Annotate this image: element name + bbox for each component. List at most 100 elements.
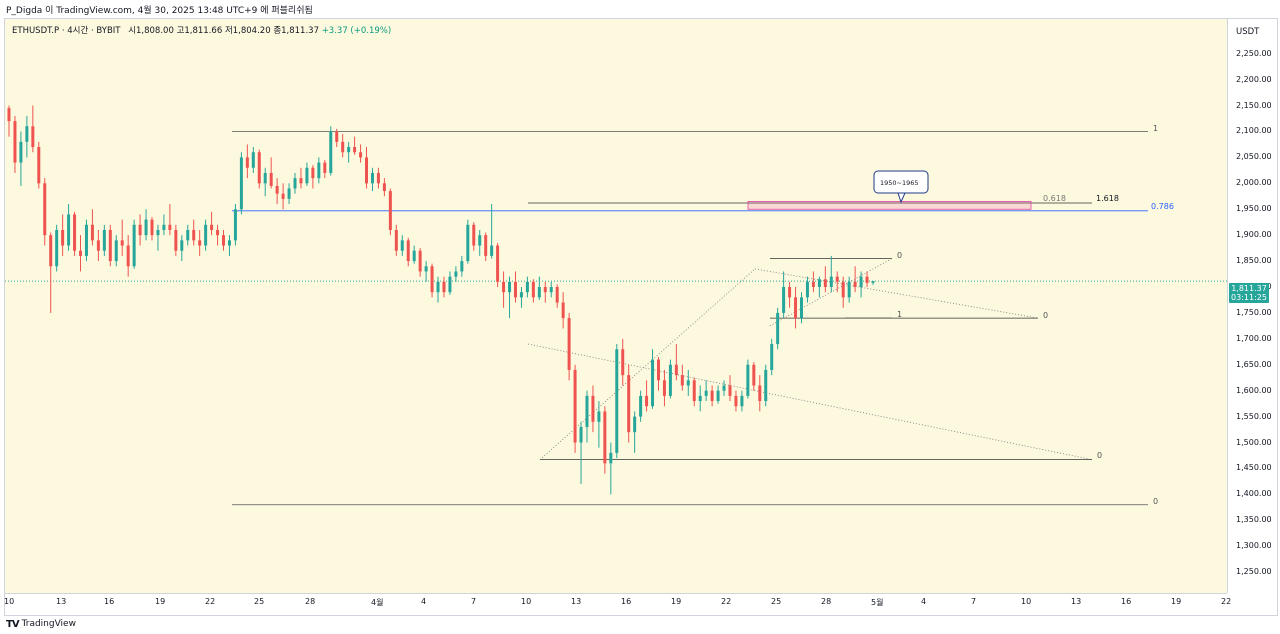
candle-body [823, 279, 827, 287]
candle-body [656, 359, 660, 381]
symbol-legend: ETHUSDT.P · 4시간 · BYBIT 시1,808.00 고1,811… [12, 24, 395, 36]
candle-body [126, 245, 130, 267]
candle-body [549, 287, 553, 293]
candle-body [79, 250, 83, 256]
candle-body [853, 281, 857, 287]
candle-body [728, 385, 732, 396]
candle-body [382, 183, 386, 192]
candle-body [388, 191, 392, 230]
candle-body [865, 276, 869, 283]
candle-body [55, 229, 59, 267]
price-tick: 1,350.00 [1236, 515, 1272, 525]
price-tick: 1,400.00 [1236, 489, 1272, 499]
candle-body [132, 224, 136, 267]
candle-body [573, 369, 577, 443]
candle-body [222, 235, 226, 246]
price-scale[interactable] [1227, 19, 1277, 593]
candle-body [740, 395, 744, 407]
candle-body [359, 152, 363, 158]
candle-body [472, 224, 476, 246]
time-tick: 13 [571, 597, 582, 606]
candle-body [281, 193, 285, 199]
candlestick-chart[interactable]: 1950~1965 1 0.618 1.618 0.786 0 1 0 0 0 [5, 19, 1227, 593]
candle-body [233, 209, 237, 241]
candle-body [674, 364, 678, 376]
price-tick: 1,850.00 [1236, 256, 1272, 266]
candle-body [406, 240, 410, 262]
currency-unit-label[interactable]: USDT [1236, 27, 1260, 37]
candle-body [323, 162, 327, 173]
candle-body [227, 240, 231, 246]
ohlc-close: 종1,811.37 [273, 26, 319, 36]
price-tick: 1,250.00 [1236, 567, 1272, 577]
footer-brand: TV TradingView [6, 616, 76, 632]
candle-body [156, 229, 160, 236]
candle-body [537, 287, 541, 298]
price-tick: 2,050.00 [1236, 152, 1272, 162]
bar-countdown: 03:11:25 [1231, 293, 1267, 302]
time-tick: 28 [821, 597, 832, 606]
price-tick: 1,600.00 [1236, 385, 1272, 395]
candle-body [811, 281, 815, 287]
price-tick: 2,200.00 [1236, 74, 1272, 84]
candle-body [615, 349, 619, 453]
candle-body [835, 276, 839, 282]
candle-body [609, 452, 613, 464]
candle-body [555, 287, 559, 303]
mid-label-0: 0 [1097, 451, 1102, 460]
candle-body [400, 240, 404, 251]
brand-name: TradingView [21, 619, 76, 629]
candle-body [168, 224, 172, 230]
candle-body [561, 302, 565, 319]
time-tick: 10 [521, 597, 532, 606]
time-tick: 16 [621, 597, 632, 606]
price-tick: 1,750.00 [1236, 307, 1272, 317]
candle-body [275, 185, 279, 194]
candle-body [257, 152, 261, 184]
candle-body [817, 279, 821, 287]
candle-body [370, 172, 374, 184]
candle-body [639, 395, 643, 417]
candle-body [287, 188, 291, 199]
price-tick: 1,950.00 [1236, 204, 1272, 214]
ohlc-low: 저1,804.20 [224, 26, 271, 36]
price-tick: 2,250.00 [1236, 48, 1272, 58]
candle-body [436, 281, 440, 293]
ohlc-high: 고1,811.66 [176, 26, 223, 36]
candle-body [412, 250, 416, 262]
candle-body [376, 172, 380, 184]
time-tick: 16 [104, 597, 115, 606]
candle-body [43, 183, 47, 236]
candle-body [519, 292, 523, 298]
time-axis[interactable] [5, 593, 1227, 615]
candle-body [210, 224, 214, 230]
candle-body [782, 287, 786, 313]
candle-body [710, 390, 714, 402]
time-tick: 13 [1071, 597, 1082, 606]
attribution-text: P_Digda 이 TradingView.com, 4월 30, 2025 1… [6, 6, 313, 16]
candle-body [204, 224, 208, 246]
candle-body [365, 157, 369, 184]
candle-body [579, 426, 583, 443]
candle-body [490, 245, 494, 256]
callout-pointer [897, 192, 906, 204]
candle-body [513, 281, 517, 298]
candle-body [299, 178, 303, 184]
candle-body [25, 126, 29, 142]
price-tick: 2,150.00 [1236, 100, 1272, 110]
chart-plot-area[interactable]: 1950~1965 1 0.618 1.618 0.786 0 1 0 0 0 [5, 19, 1227, 593]
time-tick: 7 [471, 597, 477, 606]
candle-body [478, 235, 482, 246]
candle-body [442, 281, 446, 293]
publish-header: P_Digda 이 TradingView.com, 4월 30, 2025 1… [0, 0, 1280, 18]
last-price-badge: 1,811.37 03:11:25 [1229, 283, 1269, 303]
candle-body [73, 214, 77, 251]
candle-body [746, 364, 750, 396]
candle-body [120, 240, 124, 246]
time-tick: 4 [921, 597, 927, 606]
candle-body [341, 141, 345, 153]
candle-body [67, 214, 71, 246]
candle-body [239, 157, 243, 210]
candle-body [668, 364, 672, 396]
candle-body [311, 167, 315, 179]
